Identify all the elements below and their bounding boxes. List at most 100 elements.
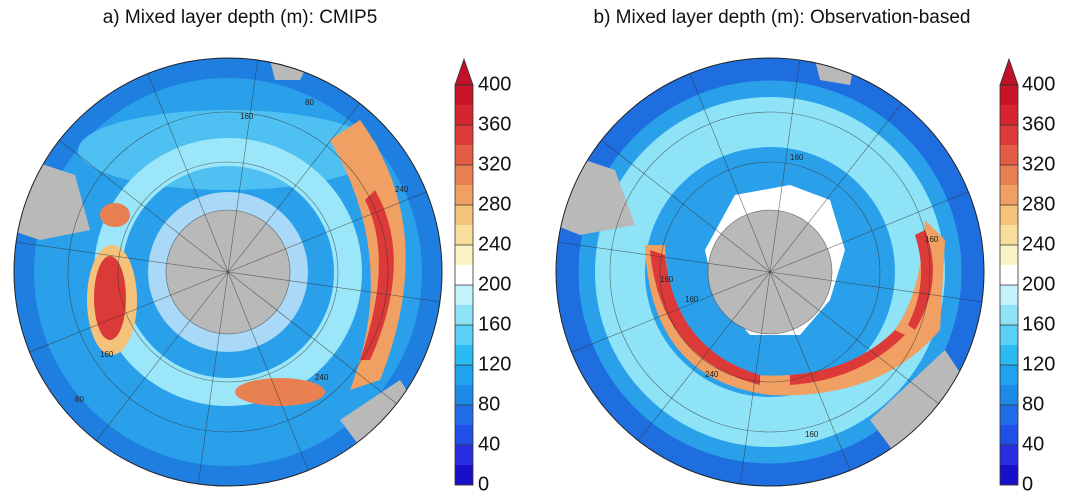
contour-label: 80 [75, 395, 84, 404]
colorbar-bin [1000, 445, 1018, 465]
contour-label: 240 [705, 370, 719, 379]
map-border [13, 57, 443, 487]
map-border [555, 57, 985, 487]
colorbars: 0 40 80 120 160 200 240 280 320 360 400 0 40 80 120 160… [454, 57, 1055, 494]
colorbar-extend [454, 57, 474, 86]
meridian-line [769, 271, 939, 404]
meridian-line [739, 271, 771, 484]
map-a: 160 80 240 160 240 80 [14, 58, 442, 486]
colorbar-bin [1000, 165, 1018, 185]
colorbar-bin [1000, 365, 1018, 385]
meridian-line [769, 191, 969, 273]
colorbar-bin [455, 425, 473, 445]
colorbar-bin [1000, 245, 1018, 265]
meridian-line [227, 103, 360, 273]
latitude-line [707, 209, 833, 335]
graticule [558, 60, 982, 484]
meridian-line [769, 271, 982, 303]
colorbar-bin [1000, 85, 1018, 105]
colorbar-tick-label: 320 [1022, 153, 1055, 175]
latitude-line [659, 161, 881, 383]
latitude-line [67, 111, 389, 433]
meridian-line [59, 140, 229, 273]
colorbar-bin [455, 325, 473, 345]
colorbar-bin [1000, 305, 1018, 325]
colorbar-bin [455, 305, 473, 325]
panel-title: a) Mixed layer depth (m): CMIP5 [103, 7, 378, 28]
colorbar-bin [1000, 145, 1018, 165]
meridian-line [769, 103, 902, 273]
colorbar-bin [1000, 125, 1018, 145]
warm-band [330, 120, 406, 390]
meridian-line [227, 271, 397, 404]
colorbar-tick-label: 160 [478, 313, 511, 335]
meridian-line [197, 271, 229, 484]
colorbar-bin [1000, 185, 1018, 205]
colorbar-tick-label: 400 [478, 73, 511, 95]
colorbar-tick-label: 320 [478, 153, 511, 175]
colorbar-bin [1000, 465, 1018, 485]
contour-label: 160 [685, 295, 699, 304]
colorbar-bin [455, 245, 473, 265]
latitude-line [609, 111, 931, 433]
meridian-line [227, 191, 427, 273]
colorbar-tick-label: 240 [1022, 233, 1055, 255]
colorbar-bin [455, 205, 473, 225]
colorbar-bin [455, 285, 473, 305]
colorbar-bin [455, 345, 473, 365]
meridian-line [638, 271, 771, 441]
colorbar-bin [455, 265, 473, 285]
colorbar-bin [1000, 205, 1018, 225]
meridian-line [601, 140, 771, 273]
colorbar-bin [455, 145, 473, 165]
colorbar-tick-label: 0 [478, 473, 489, 494]
colorbar-bin [455, 225, 473, 245]
colorbar-bin [455, 445, 473, 465]
colorbar-bin [455, 365, 473, 385]
colorbar-tick-label: 200 [478, 273, 511, 295]
colorbar-bin [1000, 405, 1018, 425]
latitude-line [117, 161, 339, 383]
colorbar-bin [1000, 345, 1018, 365]
hot-band [790, 330, 905, 385]
colorbar-tick-label: 240 [478, 233, 511, 255]
contour-label: 240 [315, 373, 329, 382]
meridian-line [689, 73, 771, 273]
contour-label: 80 [305, 98, 314, 107]
colorbar-tick-label: 400 [1022, 73, 1055, 95]
contour-label: 240 [395, 185, 409, 194]
meridian-line [769, 271, 851, 471]
colorbar-bin [1000, 385, 1018, 405]
meridian-line [227, 271, 440, 303]
colorbar-tick-label: 200 [1022, 273, 1055, 295]
colorbar-tick-label: 360 [478, 113, 511, 135]
contour-label: 160 [925, 235, 939, 244]
colorbar-bin [455, 85, 473, 105]
contour-label: 160 [805, 430, 819, 439]
meridian-line [227, 271, 309, 471]
colorbar-bin [455, 465, 473, 485]
colorbar-tick-label: 160 [1022, 313, 1055, 335]
colorbar-bin [1000, 105, 1018, 125]
colorbar-bin [1000, 285, 1018, 305]
hot-band [360, 190, 394, 360]
colorbar-tick-label: 280 [478, 193, 511, 215]
colorbar-bin [455, 185, 473, 205]
colorbar-bin [455, 385, 473, 405]
contour-label: 160 [790, 153, 804, 162]
colorbar-tick-label: 120 [1022, 353, 1055, 375]
colorbar-bin [455, 125, 473, 145]
meridian-line [571, 271, 771, 353]
colorbar-bin [1000, 325, 1018, 345]
graticule [16, 60, 440, 484]
colorbar-tick-label: 0 [1022, 473, 1033, 494]
hot-band [650, 250, 760, 385]
meridian-line [769, 60, 801, 273]
meridian-line [558, 241, 771, 273]
contour-label: 160 [100, 350, 114, 359]
colorbar-tick-label: 360 [1022, 113, 1055, 135]
colorbar-extend [999, 57, 1019, 86]
meridian-line [29, 271, 229, 353]
colorbar-bin [1000, 425, 1018, 445]
panel-title: b) Mixed layer depth (m): Observation-ba… [594, 7, 971, 28]
